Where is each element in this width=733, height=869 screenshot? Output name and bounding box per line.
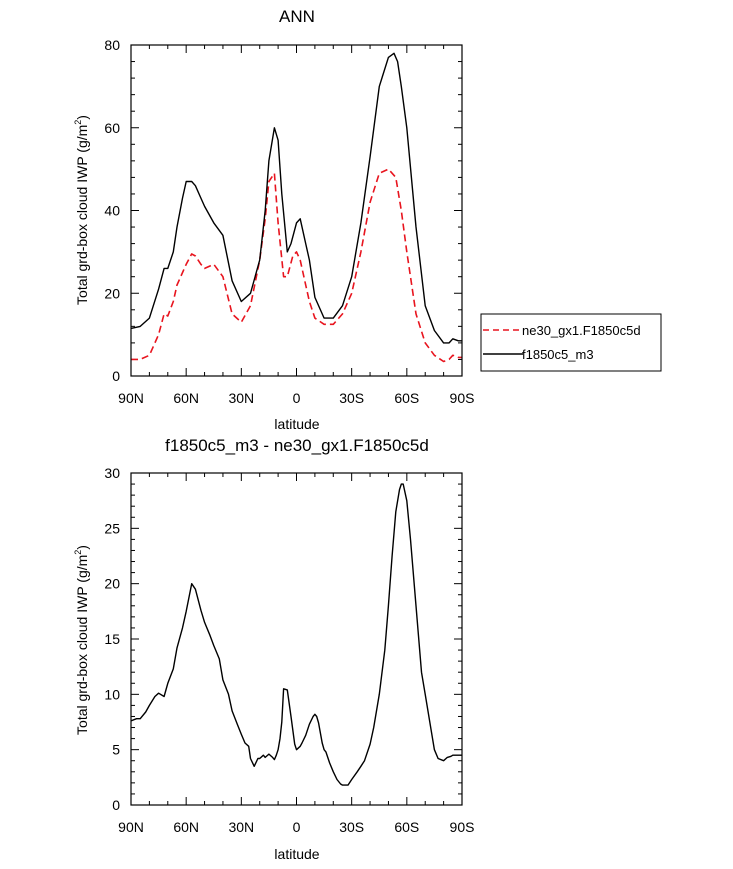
bottom-x-tick-label: 0 — [293, 819, 301, 835]
bottom-axes-ticks — [130, 472, 463, 806]
bottom-x-tick-label: 30S — [339, 819, 364, 835]
bottom-y-axis-label-end: ) — [74, 545, 90, 550]
top-x-tick-labels: 90N 60N 30N 0 30S 60S 90S — [118, 390, 474, 406]
top-series-line-f1850c5-m3 — [130, 52, 462, 344]
top-y-tick-label: 60 — [104, 120, 120, 136]
bottom-y-tick-label: 25 — [104, 520, 120, 536]
bottom-y-axis-label: Total grd-box cloud IWP (g/m2) — [73, 545, 90, 735]
top-y-tick-label: 80 — [104, 37, 120, 53]
top-series-group — [130, 52, 462, 363]
bottom-x-tick-label: 30N — [228, 819, 254, 835]
top-chart-title: ANN — [279, 7, 315, 26]
top-x-tick-label: 60N — [173, 390, 199, 406]
bottom-y-tick-label: 0 — [112, 797, 120, 813]
bottom-y-tick-label: 15 — [104, 631, 120, 647]
legend-label-f1850: f1850c5_m3 — [522, 347, 594, 362]
bottom-panel: f1850c5_m3 - ne30_gx1.F1850c5d 90N 60N 30N… — [73, 436, 474, 862]
bottom-x-tick-label: 90N — [118, 819, 144, 835]
top-y-tick-label: 0 — [112, 368, 120, 384]
bottom-y-tick-label: 30 — [104, 465, 120, 481]
top-x-tick-label: 30N — [228, 390, 254, 406]
bottom-x-tick-label: 60N — [173, 819, 199, 835]
top-y-axis-label-sup: 2 — [73, 120, 83, 125]
top-panel: ANN 90N 60N 30N 0 30S 60S 90S 0 20 40 60 80 latitu… — [73, 7, 662, 432]
top-plot-frame — [130, 44, 463, 377]
bottom-chart-title: f1850c5_m3 - ne30_gx1.F1850c5d — [165, 436, 429, 455]
top-y-tick-label: 40 — [104, 203, 120, 219]
top-x-tick-label: 60S — [394, 390, 419, 406]
bottom-series-group — [130, 483, 462, 786]
bottom-series-line-difference — [130, 483, 462, 786]
bottom-x-axis-label: latitude — [274, 846, 319, 862]
bottom-y-tick-label: 10 — [104, 686, 120, 702]
top-x-tick-label: 30S — [339, 390, 364, 406]
bottom-y-axis-label-main: Total grd-box cloud IWP (g/m — [74, 555, 90, 735]
legend: ne30_gx1.F1850c5d f1850c5_m3 — [480, 313, 662, 372]
top-series-line-ne30-gx1-f1850c5d — [131, 168, 462, 363]
top-y-tick-labels: 0 20 40 60 80 — [104, 37, 120, 384]
top-y-axis-label-end: ) — [74, 115, 90, 120]
legend-label-ne30: ne30_gx1.F1850c5d — [522, 323, 641, 338]
bottom-y-tick-labels: 0 5 10 15 20 25 30 — [104, 465, 120, 813]
bottom-y-tick-label: 20 — [104, 576, 120, 592]
legend-box — [480, 313, 662, 372]
top-x-tick-label: 90S — [450, 390, 475, 406]
top-x-tick-label: 0 — [293, 390, 301, 406]
top-y-axis-label: Total grd-box cloud IWP (g/m2) — [73, 115, 90, 305]
top-x-axis-label: latitude — [274, 416, 319, 432]
top-y-tick-label: 20 — [104, 285, 120, 301]
bottom-x-tick-label: 60S — [394, 819, 419, 835]
bottom-x-tick-label: 90S — [450, 819, 475, 835]
bottom-plot-frame — [130, 472, 463, 806]
top-x-tick-label: 90N — [118, 390, 144, 406]
top-y-axis-label-main: Total grd-box cloud IWP (g/m — [74, 125, 90, 305]
bottom-y-axis-label-sup: 2 — [73, 550, 83, 555]
bottom-x-tick-labels: 90N 60N 30N 0 30S 60S 90S — [118, 819, 474, 835]
bottom-y-tick-label: 5 — [112, 742, 120, 758]
